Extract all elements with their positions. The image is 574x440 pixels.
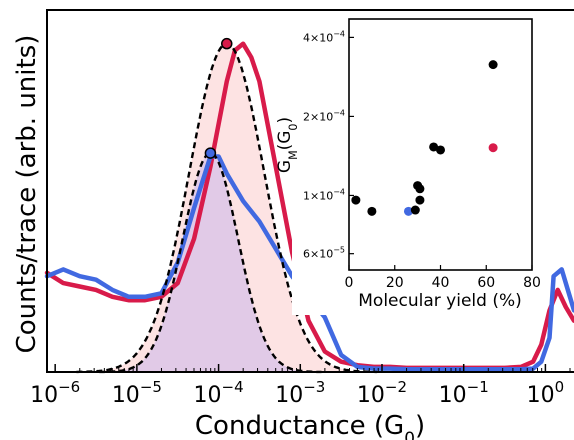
inset-point bbox=[367, 206, 377, 216]
inset-point bbox=[488, 60, 498, 70]
inset-scatter-chart: 0 20 40 60 80 4×10−4 2×10−4 1×10−4 6×10−5 Molecu… bbox=[275, 15, 541, 315]
inset-x-tick-label: 60 bbox=[477, 275, 495, 291]
inset-x-tick-label: 0 bbox=[345, 275, 354, 291]
inset-point bbox=[410, 205, 420, 215]
main-x-axis-label: Conductance (G0) bbox=[195, 411, 425, 440]
inset-y-axis-label: GM(G0) bbox=[275, 117, 300, 173]
histogram-lines-layer bbox=[44, 41, 574, 372]
inset-point bbox=[415, 195, 425, 205]
inset-y-tick-label: 6×10−5 bbox=[303, 246, 345, 261]
main-plot-frame bbox=[46, 9, 574, 373]
x-tick-label: 10−6 bbox=[30, 378, 80, 408]
main-y-axis-label: Counts/trace (arb. units) bbox=[12, 35, 42, 354]
inset-x-tick-label: 80 bbox=[523, 275, 541, 291]
x-tick-label: 10−3 bbox=[275, 378, 325, 408]
x-tick-label: 10−2 bbox=[357, 378, 407, 408]
gaussian-fill-1 bbox=[99, 153, 322, 372]
inset-y-tick-label: 4×10−4 bbox=[303, 29, 345, 44]
x-tick-label: 10−4 bbox=[194, 378, 244, 408]
peak-marker-red bbox=[221, 37, 233, 50]
inset-x-tick-label: 20 bbox=[386, 275, 404, 291]
x-tick-label: 10−1 bbox=[439, 378, 489, 408]
main-x-ticks: 10−6 10−5 10−4 10−3 10−2 10−1 100 bbox=[30, 364, 571, 408]
inset-point bbox=[436, 145, 445, 155]
inset-ticks: 0 20 40 60 80 4×10−4 2×10−4 1×10−4 6×10−5 bbox=[303, 29, 541, 291]
inset-point bbox=[429, 142, 439, 152]
histogram-series-blue bbox=[44, 154, 574, 372]
peak-marker-blue bbox=[204, 147, 217, 159]
inset-background bbox=[292, 15, 540, 315]
inset-x-axis-label: Molecular yield (%) bbox=[358, 291, 521, 311]
inset-points-layer bbox=[351, 60, 498, 216]
x-tick-label: 100 bbox=[527, 378, 565, 408]
inset-point bbox=[351, 195, 361, 205]
inset-point bbox=[488, 143, 498, 153]
inset-x-tick-label: 40 bbox=[432, 275, 450, 291]
inset-point bbox=[403, 206, 413, 216]
inset-y-tick-label: 1×10−4 bbox=[303, 187, 345, 202]
gaussian-fill-layer bbox=[76, 43, 378, 372]
peak-markers-layer bbox=[204, 37, 233, 159]
x-tick-label: 10−5 bbox=[112, 378, 162, 408]
inset-y-tick-label: 2×10−4 bbox=[303, 108, 345, 123]
inset-point bbox=[415, 184, 425, 194]
